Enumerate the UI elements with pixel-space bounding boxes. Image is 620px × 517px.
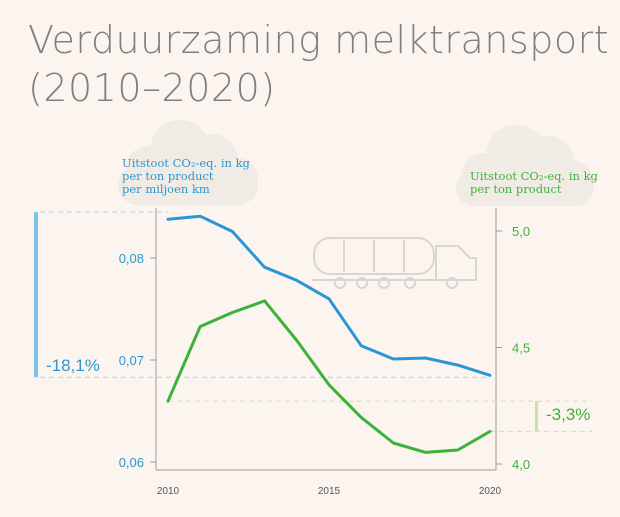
left-axis-label-line-2: per ton product [122, 169, 214, 183]
blue-change-annotation: -18,1% [46, 356, 100, 375]
right-axis-label: Uitstoot CO₂-eq. in kg per ton product [470, 170, 598, 196]
left-axis-label-line-3: per miljoen km [122, 182, 210, 196]
left-tick-label: 0,07 [119, 353, 144, 368]
title-line-1: Verduurzaming melktransport [28, 18, 610, 62]
left-axis-label: Uitstoot CO₂-eq. in kg per ton product p… [122, 157, 250, 196]
title-line-2: (2010–2020) [28, 66, 276, 110]
x-tick-label-2020: 2020 [479, 486, 502, 497]
right-tick-label: 4,5 [512, 341, 530, 356]
left-axis-label-line-1: Uitstoot CO₂-eq. in kg [122, 156, 250, 170]
right-axis-label-line-1: Uitstoot CO₂-eq. in kg [470, 169, 598, 183]
right-tick-label: 4,0 [512, 457, 530, 472]
truck-icon [312, 237, 477, 289]
x-tick-label-2015: 2015 [318, 486, 341, 497]
green-change-annotation: -3,3% [546, 405, 591, 424]
blue-change-bar [34, 212, 38, 378]
left-tick-label: 0,08 [119, 251, 144, 266]
cloud-right-icon [456, 125, 594, 206]
right-tick-label: 5,0 [512, 224, 530, 239]
green-series-line [166, 299, 492, 454]
cloud-left-icon [118, 120, 258, 205]
x-tick-label-2010: 2010 [157, 486, 180, 497]
page-title: Verduurzaming melktransport (2010–2020) [28, 16, 609, 112]
blue-series-line [166, 214, 492, 377]
right-axis-label-line-2: per ton product [470, 182, 562, 196]
left-tick-label: 0,06 [119, 455, 144, 470]
green-change-bar [535, 401, 538, 432]
